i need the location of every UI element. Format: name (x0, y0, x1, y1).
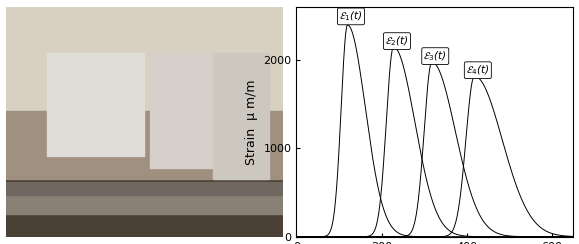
Y-axis label: Strain  μ m/m: Strain μ m/m (245, 79, 258, 165)
Bar (6, 7, 283, 111)
Bar (6, 195, 283, 214)
Text: $\mathcal{E}_2$(t): $\mathcal{E}_2$(t) (385, 34, 409, 48)
Text: $\mathcal{E}_4$(t): $\mathcal{E}_4$(t) (466, 63, 490, 77)
Bar (6, 182, 283, 195)
Bar (47, 53, 144, 156)
Bar (6, 179, 283, 237)
Bar (150, 53, 219, 168)
Text: $\mathcal{E}_3$(t): $\mathcal{E}_3$(t) (423, 49, 447, 63)
Bar (6, 111, 283, 179)
Text: $\mathcal{E}_1$(t): $\mathcal{E}_1$(t) (339, 10, 363, 23)
Bar (214, 53, 269, 179)
